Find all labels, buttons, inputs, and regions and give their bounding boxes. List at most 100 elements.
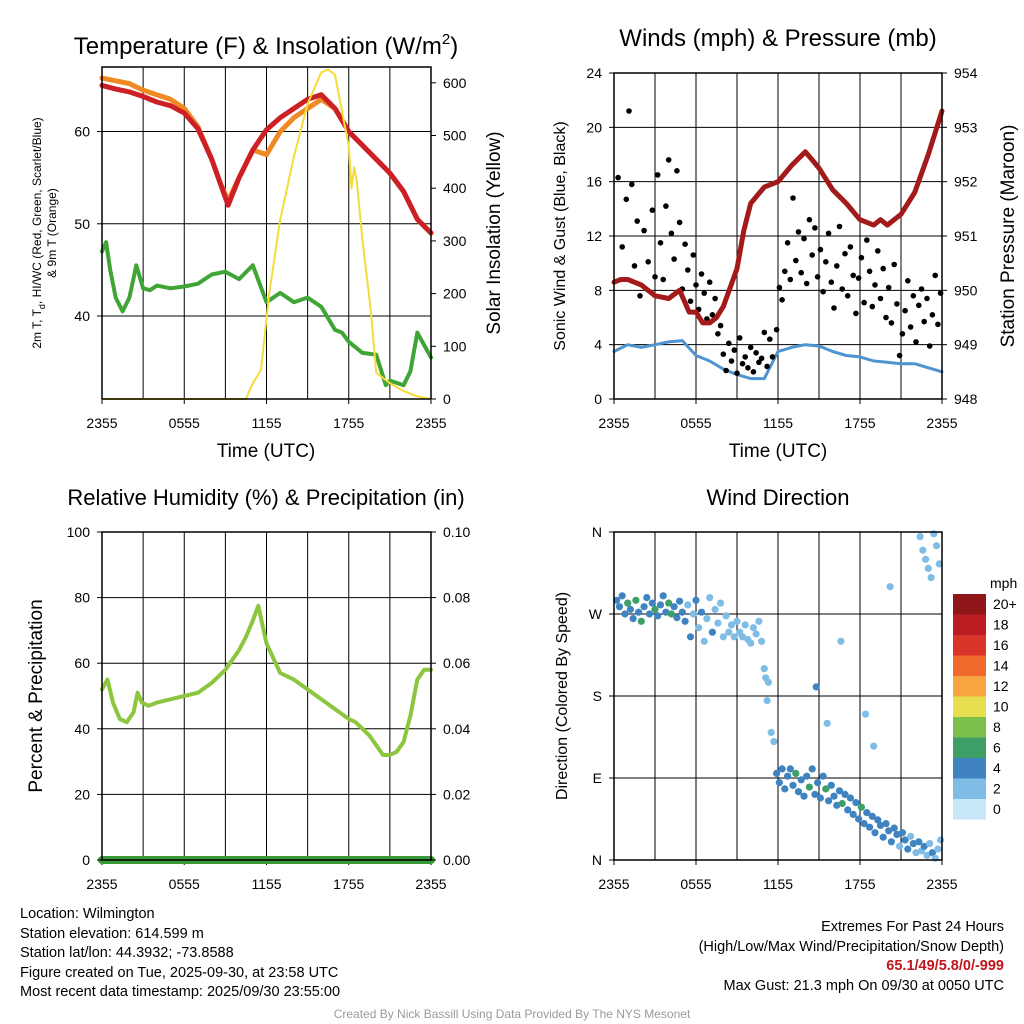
direction-point [861,710,870,718]
gust-point [634,218,640,224]
gust-point [750,369,757,375]
gust-point [645,259,651,265]
direction-point [800,792,808,800]
direction-point [928,849,937,857]
gust-point [929,312,936,318]
chart-title: Temperature (F) & Insolation (W/m2) [74,31,458,60]
direction-point [896,842,904,850]
gust-point [660,276,666,283]
gust-point [806,216,813,223]
gust-point [817,246,824,253]
gust-point [769,354,776,360]
x-tick-label: 0555 [680,415,711,431]
direction-point [919,546,927,554]
station-elevation: Station elevation: 614.599 m [20,925,204,942]
direction-point [613,596,621,604]
y2-tick-label: 949 [954,337,978,353]
direction-point [866,823,874,831]
direction-point [689,610,697,618]
gust-point [753,350,759,356]
legend-label: 16 [993,637,1009,653]
gust-point [668,230,675,237]
gust-point [782,268,788,275]
direction-point [681,617,689,625]
direction-point [767,728,775,737]
gust-point [891,261,897,268]
y-tick-label: 12 [586,228,602,244]
legend-label: 2 [993,781,1001,797]
direction-point [819,772,827,780]
legend-swatch [953,614,986,635]
direction-point [870,742,878,750]
chart-title: Relative Humidity (%) & Precipitation (i… [67,485,464,510]
legend-swatch [953,676,986,697]
station-info: Location: Wilmington Station elevation: … [20,905,340,1003]
direction-point [803,772,811,780]
direction-point [741,621,749,629]
legend-swatch [953,655,986,676]
gust-point [773,326,780,333]
direction-point [898,829,907,837]
gust-point [665,157,672,163]
x-tick-label: 0555 [169,876,200,892]
direction-point [722,612,730,620]
gust-point [654,172,661,178]
direction-point [909,840,917,848]
x-tick-label: 2355 [598,415,629,431]
gust-point [907,324,914,330]
x-tick-label: 1755 [844,415,875,431]
y2-tick-label: 0.08 [443,590,470,606]
direction-point [695,624,703,632]
direction-point [904,845,912,853]
gust-point [905,278,911,284]
gust-point [657,240,664,246]
gust-point [842,250,848,257]
direction-point [789,781,797,789]
x-tick-label: 1155 [251,415,281,431]
direction-point [838,799,846,808]
gust-point [924,295,930,302]
direction-point [747,639,755,647]
series-line-pressure [611,108,945,326]
direction-point [837,637,845,645]
direction-point [927,574,935,582]
direction-point [626,605,635,614]
station-location: Location: Wilmington [20,906,155,922]
direction-point [794,788,803,796]
legend-swatch [953,717,986,738]
direction-point [703,615,711,623]
gust-point [676,219,683,226]
direction-point [665,599,673,607]
x-tick-label: 2355 [86,415,117,431]
y-axis-label-part: , HI/WC (Red, Green, Scarlet/Blue) [30,117,44,304]
gust-point [693,282,699,288]
direction-point [662,608,670,616]
chart-panel-temp: 2355 0555 1155 1755 235540506001002003004005… [30,31,505,462]
plot-frame [101,66,432,400]
recent-timestamp: Most recent data timestamp: 2025/09/30 2… [20,984,341,1000]
y2-tick-label: 600 [443,75,467,91]
gust-point [767,336,773,343]
gust-point [784,240,791,246]
series-line-dewpoint [100,240,433,388]
gust-point [880,265,886,272]
direction-point [784,772,792,780]
gust-point [790,195,796,201]
figure-created: Figure created on Tue, 2025-09-30, at 23… [20,964,339,981]
gust-point [853,310,859,317]
extremes-title: Extremes For Past 24 Hours [821,919,1004,935]
gust-point [690,252,697,258]
gust-point [615,174,621,181]
y-axis-label: Percent & Precipitation [26,599,47,792]
credit-line: Created By Nick Bassill Using Data Provi… [333,1007,691,1021]
direction-point [692,596,700,604]
x-tick-label: 0555 [169,415,200,431]
direction-point [876,821,885,830]
direction-point [730,633,738,641]
y2-tick-label: 500 [443,128,467,144]
gust-point [623,196,630,203]
gust-point [709,312,716,318]
gust-point [910,293,917,299]
direction-point [640,603,648,611]
y-tick-label: 16 [586,174,602,190]
